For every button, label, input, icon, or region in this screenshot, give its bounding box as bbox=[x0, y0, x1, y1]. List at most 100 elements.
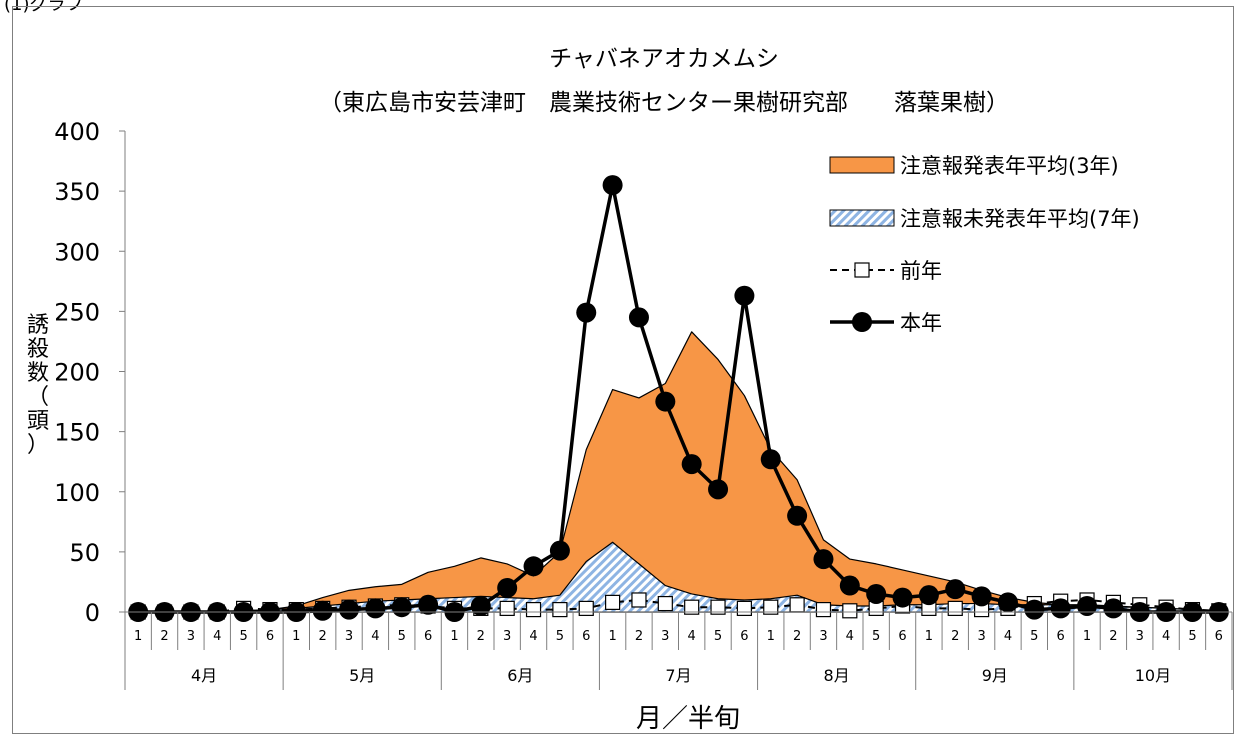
previous-year-point bbox=[499, 600, 515, 616]
y-tick-label: 100 bbox=[54, 479, 100, 507]
previous-year-point bbox=[631, 592, 647, 608]
legend-label: 前年 bbox=[900, 259, 942, 283]
pentad-label: 2 bbox=[951, 629, 959, 644]
current-year-point bbox=[1077, 595, 1098, 616]
chart-frame bbox=[12, 6, 1234, 734]
pentad-label: 3 bbox=[503, 629, 511, 644]
current-year-point bbox=[787, 505, 808, 526]
legend-label: 本年 bbox=[900, 311, 942, 335]
previous-year-point bbox=[605, 594, 621, 610]
pentad-label: 6 bbox=[266, 629, 274, 644]
current-year-point bbox=[1103, 598, 1124, 619]
pentad-label: 1 bbox=[925, 629, 933, 644]
pentad-label: 3 bbox=[1136, 629, 1144, 644]
pentad-label: 3 bbox=[977, 629, 985, 644]
current-year-point bbox=[997, 592, 1018, 613]
warning-year-area bbox=[137, 331, 1220, 613]
pentad-label: 2 bbox=[1109, 629, 1117, 644]
pentad-label: 2 bbox=[793, 629, 801, 644]
pentad-label: 6 bbox=[582, 629, 590, 644]
pentad-label: 3 bbox=[345, 629, 353, 644]
pentad-label: 1 bbox=[608, 629, 616, 644]
pentad-label: 5 bbox=[1188, 629, 1196, 644]
current-year-point bbox=[971, 586, 992, 607]
previous-year-point bbox=[578, 600, 594, 616]
y-axis-label: 誘殺数（頭） bbox=[27, 313, 49, 458]
current-year-point bbox=[945, 579, 966, 600]
pentad-label: 6 bbox=[1057, 629, 1065, 644]
current-year-point bbox=[918, 585, 939, 606]
previous-year-point bbox=[842, 603, 858, 619]
y-tick-label: 400 bbox=[54, 118, 100, 146]
month-label: 6月 bbox=[507, 666, 533, 685]
current-year-point bbox=[312, 600, 333, 621]
pentad-label: 4 bbox=[1004, 629, 1012, 644]
current-year-point bbox=[339, 599, 360, 620]
y-tick-label: 0 bbox=[85, 599, 100, 627]
current-year-point bbox=[760, 449, 781, 470]
month-label: 10月 bbox=[1135, 666, 1171, 685]
pentad-label: 5 bbox=[872, 629, 880, 644]
pentad-label: 2 bbox=[477, 629, 485, 644]
pentad-label: 1 bbox=[1083, 629, 1091, 644]
pentad-label: 4 bbox=[1162, 629, 1170, 644]
y-tick-label: 300 bbox=[54, 238, 100, 266]
pentad-label: 2 bbox=[319, 629, 327, 644]
previous-year-point bbox=[763, 599, 779, 615]
current-year-point bbox=[1024, 599, 1045, 620]
current-year-point bbox=[813, 549, 834, 570]
previous-year-point bbox=[736, 600, 752, 616]
previous-year-point bbox=[789, 597, 805, 613]
current-year-point bbox=[470, 595, 491, 616]
previous-year-point bbox=[525, 601, 542, 618]
section-header: (1)グラフ bbox=[4, 0, 84, 15]
legend-swatch-warning bbox=[829, 156, 895, 174]
current-year-point bbox=[523, 556, 544, 577]
pentad-label: 3 bbox=[187, 629, 195, 644]
pentad-label: 6 bbox=[740, 629, 748, 644]
pentad-label: 4 bbox=[371, 629, 379, 644]
current-year-point bbox=[418, 594, 439, 615]
pentad-label: 2 bbox=[160, 629, 168, 644]
pentad-label: 4 bbox=[846, 629, 854, 644]
pentad-label: 5 bbox=[1030, 629, 1038, 644]
current-year-point bbox=[602, 175, 623, 196]
current-year-point bbox=[1050, 598, 1071, 619]
previous-year-point bbox=[710, 599, 726, 615]
y-tick-label: 50 bbox=[69, 539, 100, 567]
chart-subtitle: （東広島市安芸津町 農業技術センター果樹研究部 落葉果樹） bbox=[319, 90, 1009, 116]
current-year-point bbox=[681, 454, 702, 475]
current-year-point bbox=[391, 597, 412, 618]
pentad-label: 1 bbox=[767, 629, 775, 644]
current-year-point bbox=[655, 391, 676, 412]
previous-year-point bbox=[684, 599, 700, 615]
previous-year-point bbox=[657, 595, 673, 612]
x-axis-label: 月／半旬 bbox=[636, 704, 740, 734]
pentad-label: 5 bbox=[239, 629, 247, 644]
month-label: 4月 bbox=[191, 666, 217, 685]
previous-year-point bbox=[815, 601, 832, 618]
pentad-label: 4 bbox=[688, 629, 696, 644]
current-year-point bbox=[839, 575, 860, 596]
previous-year-point bbox=[947, 600, 963, 616]
pentad-label: 5 bbox=[714, 629, 722, 644]
legend-label: 注意報発表年平均(3年) bbox=[900, 154, 1119, 178]
current-year-point bbox=[734, 285, 755, 306]
pentad-label: 5 bbox=[556, 629, 564, 644]
pentad-label: 6 bbox=[1215, 629, 1223, 644]
legend-marker-previous-year bbox=[854, 262, 870, 278]
pentad-label: 3 bbox=[661, 629, 669, 644]
current-year-point bbox=[576, 302, 597, 323]
previous-year-point bbox=[552, 601, 568, 618]
month-label: 8月 bbox=[824, 666, 850, 685]
current-year-point bbox=[549, 540, 570, 561]
pentad-label: 1 bbox=[134, 629, 142, 644]
legend-marker-current-year bbox=[852, 312, 872, 332]
y-tick-label: 200 bbox=[54, 359, 100, 387]
pentad-label: 2 bbox=[635, 629, 643, 644]
y-tick-label: 250 bbox=[54, 298, 100, 326]
pentad-label: 5 bbox=[398, 629, 406, 644]
month-label: 9月 bbox=[982, 666, 1008, 685]
pentad-label: 6 bbox=[898, 629, 906, 644]
pentad-label: 1 bbox=[450, 629, 458, 644]
